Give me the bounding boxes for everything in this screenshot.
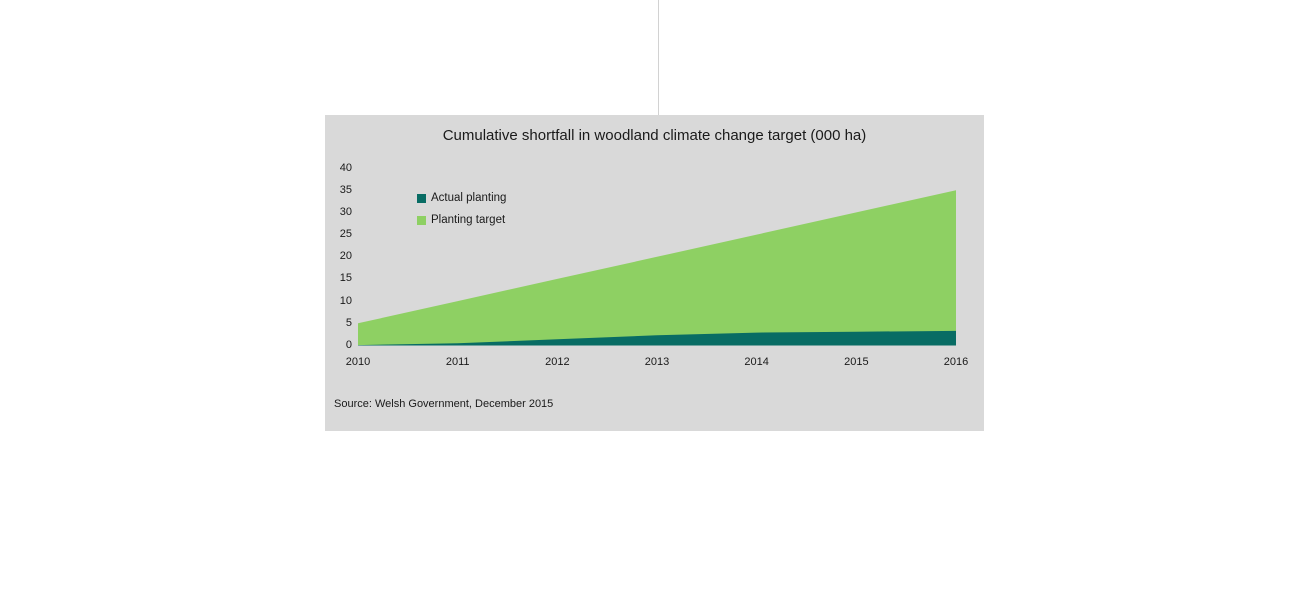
source-note: Source: Welsh Government, December 2015 — [334, 398, 554, 410]
x-tick-label: 2011 — [445, 356, 470, 368]
page-column-divider — [658, 0, 659, 116]
chart-legend: Actual planting Planting target — [417, 192, 506, 236]
legend-swatch — [417, 216, 426, 225]
x-tick-label: 2014 — [744, 356, 769, 368]
legend-label: Actual planting — [431, 192, 507, 204]
plot-area — [358, 168, 956, 346]
chart-title: Cumulative shortfall in woodland climate… — [442, 127, 867, 144]
area-actual-planting — [358, 330, 956, 346]
x-tick-label: 2012 — [545, 356, 570, 368]
chart-panel: Cumulative shortfall in woodland climate… — [325, 115, 984, 431]
y-tick-label: 0 — [345, 339, 352, 351]
y-tick-label: 5 — [345, 316, 352, 329]
x-tick-label: 2010 — [345, 356, 371, 368]
area-chart-svg — [358, 190, 956, 346]
area-planting-target — [358, 190, 956, 346]
y-tick-label: 30 — [339, 205, 352, 218]
legend-item: Actual planting — [417, 192, 506, 205]
legend-swatch — [417, 194, 426, 203]
y-tick-label: 20 — [339, 250, 352, 263]
y-tick-label: 15 — [339, 272, 352, 285]
y-tick-label: 25 — [339, 228, 352, 241]
x-tick-label: 2015 — [844, 356, 869, 368]
y-tick-label: 40 — [339, 161, 352, 174]
legend-label: Planting target — [431, 214, 506, 226]
y-tick-label: 35 — [339, 183, 352, 196]
legend-item: Planting target — [417, 214, 506, 227]
x-tick-label: 2013 — [644, 356, 670, 368]
x-tick-label: 2016 — [943, 356, 969, 368]
y-tick-label: 10 — [339, 294, 352, 307]
